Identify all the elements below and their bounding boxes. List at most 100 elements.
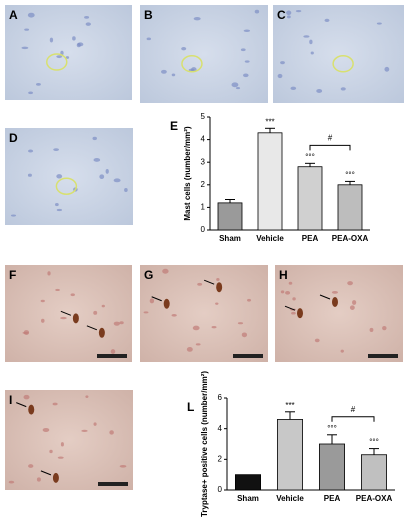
- cell: [247, 298, 252, 302]
- cell: [101, 304, 105, 308]
- highlight-circle: [55, 177, 78, 195]
- significance: ***: [265, 117, 274, 126]
- y-tick-label: 2: [201, 180, 206, 189]
- panel-label: C: [277, 8, 286, 22]
- micrograph: [5, 5, 132, 100]
- cell: [240, 48, 246, 52]
- micrograph: [5, 390, 133, 490]
- arrow: [151, 296, 162, 302]
- cell: [93, 422, 97, 426]
- highlight-circle: [46, 53, 68, 71]
- cell: [40, 299, 45, 303]
- cell: [56, 174, 63, 179]
- cell: [237, 322, 244, 325]
- cell: [286, 10, 292, 16]
- cell: [49, 449, 53, 454]
- cell: [243, 73, 249, 78]
- cell: [331, 290, 338, 294]
- cell: [292, 297, 296, 301]
- cell: [295, 9, 302, 13]
- mast-cell: [52, 472, 59, 483]
- cell: [215, 302, 219, 305]
- cell: [84, 16, 90, 19]
- cell: [197, 282, 203, 286]
- bar: [297, 166, 323, 231]
- cell: [27, 173, 32, 177]
- cell: [65, 56, 70, 59]
- y-tick-label: 5: [201, 112, 206, 121]
- y-tick-label: 4: [201, 135, 206, 144]
- cell: [27, 12, 35, 18]
- highlight-circle: [181, 55, 203, 73]
- bar: [318, 443, 345, 491]
- cell: [211, 326, 217, 329]
- cell: [99, 174, 105, 180]
- cell: [10, 214, 17, 217]
- bracket: [309, 144, 351, 151]
- scale-bar: [368, 354, 398, 358]
- cell: [60, 442, 64, 447]
- scale-bar: [233, 354, 263, 358]
- cell: [93, 310, 98, 315]
- cell: [286, 15, 291, 19]
- mast-cell: [331, 297, 338, 308]
- significance: ***: [285, 401, 294, 410]
- x-tick-label: PEA: [324, 494, 341, 503]
- cell: [316, 89, 323, 93]
- scale-bar: [98, 482, 128, 486]
- cell: [21, 46, 29, 50]
- cell: [171, 314, 177, 317]
- bar: [360, 454, 387, 491]
- cell: [23, 330, 30, 335]
- cell: [192, 325, 200, 331]
- panel-label: A: [9, 8, 18, 22]
- cell: [143, 311, 149, 314]
- arrow: [319, 294, 331, 300]
- highlight-circle: [332, 55, 354, 73]
- cell: [56, 55, 63, 59]
- arrow: [16, 402, 27, 408]
- cell: [161, 69, 167, 74]
- cell: [72, 36, 76, 41]
- arrow: [60, 310, 72, 316]
- panel-label: L: [187, 400, 194, 414]
- y-tick-label: 6: [218, 393, 223, 402]
- micrograph: [140, 5, 268, 103]
- significance: °°°: [369, 438, 379, 447]
- cell: [109, 430, 114, 435]
- cell: [310, 51, 314, 55]
- panel-label: D: [9, 131, 18, 145]
- x-tick-label: PEA-OXA: [356, 494, 393, 503]
- cell: [53, 148, 59, 151]
- cell: [254, 9, 260, 14]
- cell: [347, 281, 353, 286]
- micrograph: [275, 265, 403, 362]
- cell: [105, 168, 109, 174]
- cell: [171, 73, 176, 77]
- micrograph: [5, 128, 133, 225]
- mast-cell: [163, 298, 170, 309]
- cell: [149, 298, 155, 304]
- y-axis-label: Tryptase+ positive cells (number/mm²): [200, 371, 209, 517]
- cell: [36, 83, 41, 86]
- mast-cell: [216, 282, 223, 293]
- cell: [77, 42, 84, 47]
- bar: [337, 184, 363, 231]
- cell: [55, 203, 59, 207]
- panel-label: I: [9, 393, 12, 407]
- cell: [369, 327, 374, 333]
- significance: °°°: [327, 424, 337, 433]
- cell: [56, 208, 63, 212]
- bar: [217, 202, 243, 231]
- panel-label: H: [279, 268, 288, 282]
- mast-cell: [297, 308, 304, 319]
- cell: [24, 28, 30, 31]
- cell: [243, 29, 251, 33]
- cell: [55, 288, 60, 292]
- y-tick-label: 1: [201, 203, 206, 212]
- panel-label: G: [144, 268, 153, 282]
- cell: [92, 136, 97, 141]
- micrograph: [5, 265, 132, 362]
- cell: [280, 290, 285, 294]
